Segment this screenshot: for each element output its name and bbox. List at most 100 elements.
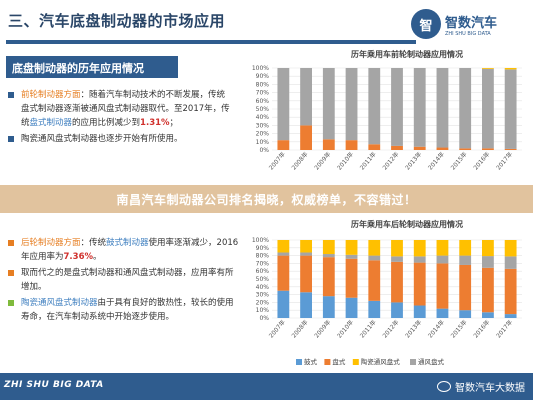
bar-segment [300, 240, 312, 253]
front-note-2-text: 陶瓷通风盘式制动器也逐步开始有所使用。 [21, 134, 183, 144]
x-tick-label: 2010年 [335, 318, 355, 339]
bar-segment [368, 240, 381, 256]
x-tick-label: 2007年 [267, 318, 287, 339]
bar-segment [300, 255, 312, 293]
y-tick-label: 60% [256, 268, 270, 275]
bar-segment [322, 257, 335, 297]
x-tick-label: 2016年 [472, 318, 492, 339]
front-note-2: 陶瓷通风盘式制动器也逐步开始有所使用。 [8, 132, 230, 146]
x-tick-label: 2014年 [426, 150, 446, 171]
bar-segment [368, 300, 381, 318]
legend-swatch [410, 359, 416, 365]
y-tick-label: 60% [256, 98, 270, 105]
front-note-1: 前轮制动器方面：随着汽车制动技术的不断发展，传统盘式制动器逐渐被通风盘式制动器取… [8, 88, 230, 130]
headline-text[interactable]: 南昌汽车制动器公司排名揭晓，权威榜单，不容错过！ [116, 192, 417, 207]
bar-segment [345, 68, 358, 141]
footer-account: 智数汽车大数据 [437, 379, 525, 394]
rear-brake-notes: 后轮制动器方面：传统鼓式制动器使用率逐渐减少，2016年应用率为7.36%。 取… [8, 236, 240, 326]
x-tick-label: 2010年 [335, 150, 355, 171]
legend-swatch [296, 359, 302, 365]
x-tick-label: 2009年 [313, 150, 333, 171]
bar-segment [504, 148, 517, 150]
footer-brand: ZHI SHU BIG DATA [4, 380, 104, 390]
bar-segment [504, 68, 517, 70]
brand-logo: 智 智数汽车 ZHI SHU BIG DATA [411, 6, 523, 42]
front-note-end: ； [169, 118, 179, 128]
bar-segment [345, 240, 358, 255]
bar-segment [413, 262, 426, 306]
y-tick-label: 40% [256, 284, 270, 291]
x-tick-label: 2008年 [290, 150, 310, 171]
bar-segment [368, 144, 381, 150]
logo-subtitle: ZHI SHU BIG DATA [445, 30, 491, 37]
y-tick-label: 80% [256, 253, 270, 260]
bar-segment [345, 254, 358, 259]
chart-title: 历年乘用车后轮制动器应用情况 [351, 219, 463, 229]
bar-segment [504, 314, 517, 318]
rear-note-value: 7.36% [63, 252, 94, 262]
legend-label: 陶瓷通风盘式 [361, 357, 401, 366]
bar-segment [436, 255, 449, 264]
bar-segment [368, 255, 381, 261]
bar-segment [300, 125, 312, 150]
y-tick-label: 20% [256, 299, 270, 306]
bar-segment [368, 260, 381, 301]
front-note-value: 1.31% [140, 118, 170, 128]
x-tick-label: 2015年 [449, 318, 469, 339]
bar-segment [482, 240, 494, 257]
rear-brake-chart: 历年乘用车后轮制动器应用情况 0%10%20%30%40%50%60%70%80%… [252, 219, 522, 366]
x-tick-label: 2016年 [472, 150, 492, 171]
bar-segment [345, 297, 358, 318]
y-tick-label: 70% [256, 260, 270, 267]
rear-note-3: 陶瓷通风盘式制动器由于具有良好的散热性，较长的使用寿命，在汽车制动系统中开始逐步… [8, 296, 240, 324]
front-note-title: 前轮制动器方面 [21, 90, 81, 100]
bar-segment [322, 68, 335, 140]
bar-segment [482, 267, 494, 313]
bar-segment [436, 308, 449, 318]
bar-segment [413, 256, 426, 263]
y-tick-label: 0% [259, 315, 269, 322]
y-tick-label: 10% [256, 307, 270, 314]
rear-note-2-text: 取而代之的是盘式制动器和通风盘式制动器，应用率有所增加。 [21, 268, 234, 292]
bar-segment [459, 148, 472, 150]
logo-name: 智数汽车 [445, 15, 498, 31]
front-brake-notes: 前轮制动器方面：随着汽车制动技术的不断发展，传统盘式制动器逐渐被通风盘式制动器取… [8, 88, 230, 148]
bar-segment [277, 290, 290, 318]
bar-segment [391, 302, 403, 318]
footer-bar: ZHI SHU BIG DATA 智数汽车大数据 [0, 373, 533, 400]
x-tick-label: 2013年 [403, 318, 423, 339]
rear-note-1: 后轮制动器方面：传统鼓式制动器使用率逐渐减少，2016年应用率为7.36%。 [8, 236, 240, 264]
y-tick-label: 90% [256, 73, 270, 80]
logo-icon: 智 [411, 9, 441, 39]
legend-label: 通风盘式 [418, 357, 445, 366]
x-tick-label: 2017年 [494, 150, 514, 171]
headline-banner[interactable]: 南昌汽车制动器公司排名揭晓，权威榜单，不容错过！ [0, 185, 533, 213]
bar-segment [391, 256, 403, 262]
bar-segment [300, 292, 312, 318]
bar-segment [436, 68, 449, 148]
x-tick-label: 2012年 [381, 150, 401, 171]
y-tick-label: 40% [256, 114, 270, 121]
rear-note-highlight: 鼓式制动器 [106, 238, 149, 248]
y-tick-label: 20% [256, 131, 270, 138]
bar-segment [459, 240, 472, 256]
bar-segment [504, 256, 517, 269]
bar-segment [322, 139, 335, 150]
y-tick-label: 30% [256, 292, 270, 299]
rear-note-text-2: 使用率逐渐减少，2016年应用率为 [21, 238, 239, 262]
x-tick-label: 2014年 [426, 318, 446, 339]
bar-segment [482, 256, 494, 268]
bullet-square-icon [8, 240, 14, 246]
bullet-square-icon [8, 270, 14, 276]
rear-note-3-text: 由于具有良好的散热性，较长的使用寿命，在汽车制动系统中开始逐步使用。 [21, 298, 234, 322]
y-tick-label: 100% [252, 65, 269, 72]
bar-segment [368, 68, 381, 145]
bar-segment [482, 68, 494, 149]
x-tick-label: 2012年 [381, 318, 401, 339]
front-note-text: ：随着汽车制动技术的不断发展，传统盘式制动器逐渐被通风盘式制动器取代。至2017… [21, 90, 230, 128]
front-brake-chart: 历年乘用车前轮制动器应用情况 0%10%20% 30%40%50%60%70% 80%… [252, 49, 522, 172]
rear-note-title: 后轮制动器方面 [21, 238, 81, 248]
bar-segment [391, 68, 403, 146]
bar-segment [459, 255, 472, 265]
bullet-square-icon [8, 92, 14, 98]
